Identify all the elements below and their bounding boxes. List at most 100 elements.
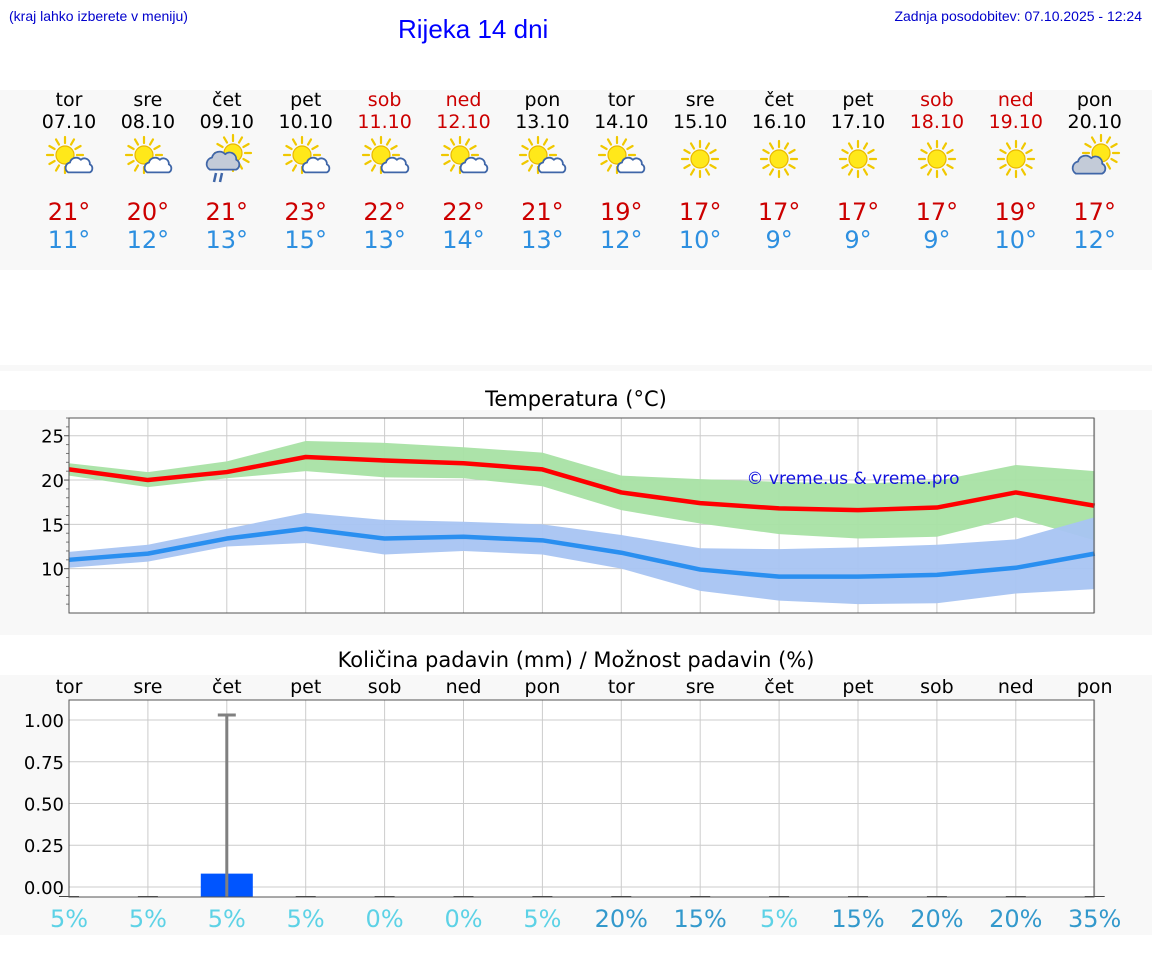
max-temperature: 21°	[47, 198, 91, 226]
cloud-shape	[538, 156, 567, 174]
precipitation-probability-label: 35%	[1068, 905, 1121, 933]
precipitation-y-tick-label: 0.50	[24, 795, 64, 816]
day-date: 15.10	[672, 111, 728, 133]
max-temperature: 17°	[915, 198, 959, 226]
day-date: 10.10	[278, 111, 333, 133]
precipitation-probability-label: 15%	[831, 905, 884, 933]
precipitation-day-label: sob	[368, 676, 402, 698]
precipitation-chart: tor sre čet pet sob ned pon tor sre čet pet sob ned p…	[24, 676, 1121, 933]
day-date: 17.10	[830, 111, 886, 133]
cloud-shape	[1071, 154, 1106, 175]
day-name: pon	[1076, 89, 1113, 111]
temperature-y-tick-label: 10	[41, 560, 64, 581]
forecast-day: pet 10.10	[266, 89, 346, 133]
precipitation-probability-label: 0%	[366, 905, 404, 933]
day-date: 14.10	[594, 111, 649, 133]
min-temperature-line	[68, 526, 1096, 579]
min-temperature: 13°	[521, 226, 564, 254]
min-temperature: 9°	[844, 226, 872, 254]
day-date: 19.10	[988, 111, 1043, 133]
precipitation-y-tick-label: 0.00	[24, 878, 64, 899]
sun-icon	[838, 139, 878, 179]
day-name: tor	[607, 89, 635, 111]
max-temperature: 23°	[284, 198, 327, 226]
precipitation-probability-label: 20%	[989, 905, 1042, 933]
day-date: 16.10	[751, 111, 807, 133]
min-temperature: 14°	[442, 226, 485, 254]
day-name: sob	[367, 89, 402, 111]
day-date: 13.10	[515, 111, 570, 133]
forecast-day: sre 08.10	[108, 89, 188, 133]
temperature-y-tick-label: 20	[41, 471, 64, 492]
day-date: 11.10	[357, 111, 412, 133]
sun-cloud-icon	[124, 135, 173, 175]
temperature-plot-frame	[68, 417, 1095, 614]
sun-icon	[917, 139, 956, 179]
min-temperature-range-band	[69, 512, 1095, 605]
max-temperature: 17°	[678, 198, 722, 226]
max-temperature: 21°	[521, 198, 564, 226]
min-temperature: 12°	[600, 226, 643, 254]
temperature-y-tick-label: 15	[41, 515, 64, 536]
precipitation-probability-label: 0%	[444, 905, 482, 933]
precipitation-probability-label: 5%	[523, 905, 561, 933]
max-temperature: 19°	[994, 198, 1038, 226]
precipitation-day-label: pet	[290, 676, 321, 698]
day-date: 20.10	[1067, 111, 1122, 133]
day-name: sre	[685, 89, 715, 111]
forecast-day: pet 17.10	[818, 89, 898, 133]
cloud-shape	[380, 156, 409, 174]
precipitation-day-label: čet	[212, 676, 242, 698]
precipitation-day-label: pet	[842, 676, 873, 698]
day-name: ned	[997, 89, 1034, 111]
day-name: ned	[445, 89, 482, 111]
precipitation-plot-frame	[68, 699, 1095, 898]
sun-cloud-icon	[598, 135, 646, 175]
precipitation-day-label: tor	[608, 676, 635, 698]
precipitation-day-label: pon	[1077, 676, 1113, 698]
forecast-panel	[0, 90, 1152, 270]
sun-icon	[681, 139, 720, 179]
sun-shape	[996, 139, 1035, 179]
day-date: 07.10	[41, 111, 97, 133]
min-temperature: 12°	[126, 226, 170, 254]
separator-band	[0, 365, 1152, 371]
cloud-sun-icon	[1071, 133, 1120, 175]
menu-hint: (kraj lahko izberete v meniju)	[9, 8, 188, 24]
sun-shape	[838, 139, 878, 179]
max-temperature: 20°	[126, 198, 170, 226]
page-title: Rijeka 14 dni	[398, 14, 549, 44]
max-temperature: 19°	[600, 198, 643, 226]
precipitation-probability-label: 20%	[910, 905, 963, 933]
forecast-day: čet 09.10	[187, 89, 267, 133]
chart-watermark: © vreme.us & vreme.pro	[746, 469, 959, 489]
precipitation-day-label: čet	[764, 676, 794, 698]
forecast-day: ned 12.10	[424, 89, 504, 133]
precipitation-plot-area	[69, 700, 1094, 897]
sun-icon	[759, 139, 799, 179]
temperature-chart: 10 15 20 25 © vreme.us & vreme.pro	[41, 417, 1096, 614]
forecast-day: tor 14.10	[581, 89, 661, 133]
forecast-day: ned 19.10	[976, 89, 1056, 133]
max-temperature-range-band	[69, 441, 1095, 541]
sun-cloud-rain-icon	[205, 133, 252, 183]
cloud-shape	[143, 156, 173, 174]
forecast-day: čet 16.10	[739, 89, 819, 133]
rain-drops	[212, 172, 224, 183]
sun-cloud-icon	[440, 135, 488, 175]
sun-shape	[917, 139, 956, 179]
max-temperature-line	[68, 454, 1096, 513]
day-name: sob	[920, 89, 954, 111]
precipitation-probability-label: 20%	[595, 905, 648, 933]
day-name: čet	[212, 89, 242, 111]
last-update: Zadnja posodobitev: 07.10.2025 - 12:24	[894, 8, 1142, 24]
sun-shape	[681, 139, 720, 179]
precipitation-probability-label: 15%	[674, 905, 727, 933]
min-temperature: 11°	[47, 226, 91, 254]
min-temperature: 12°	[1073, 226, 1116, 254]
min-temperature: 10°	[678, 226, 722, 254]
precipitation-y-tick-label: 0.75	[24, 753, 64, 774]
precipitation-day-label: ned	[446, 676, 482, 698]
min-temperature: 9°	[765, 226, 793, 254]
cloud-shape	[617, 156, 646, 174]
